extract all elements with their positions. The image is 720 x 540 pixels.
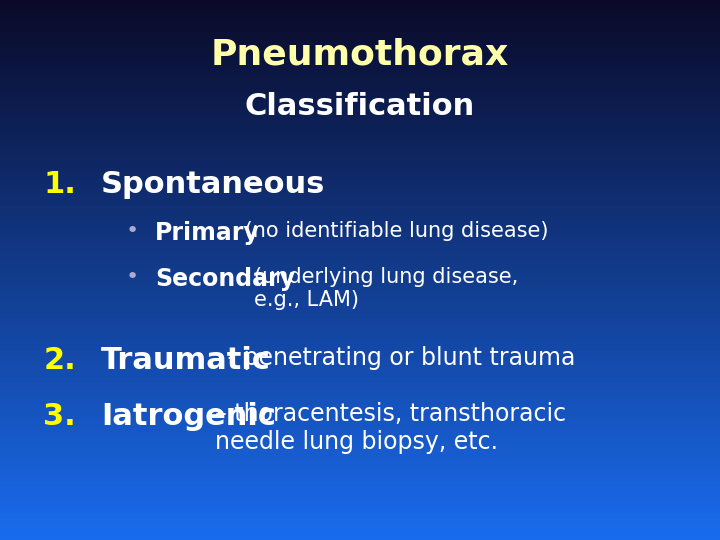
- Text: Secondary: Secondary: [155, 267, 294, 291]
- Text: 3.: 3.: [43, 402, 76, 431]
- Text: •: •: [126, 267, 139, 287]
- Text: Traumatic: Traumatic: [101, 346, 271, 375]
- Text: (no identifiable lung disease): (no identifiable lung disease): [238, 221, 548, 241]
- Text: - penetrating or blunt trauma: - penetrating or blunt trauma: [220, 346, 575, 369]
- Text: Pneumothorax: Pneumothorax: [211, 38, 509, 72]
- Text: Primary: Primary: [155, 221, 259, 245]
- Text: 2.: 2.: [43, 346, 76, 375]
- Text: 1.: 1.: [43, 170, 76, 199]
- Text: (underlying lung disease,
e.g., LAM): (underlying lung disease, e.g., LAM): [254, 267, 518, 310]
- Text: Classification: Classification: [245, 92, 475, 121]
- Text: •: •: [126, 221, 139, 241]
- Text: Iatrogenic: Iatrogenic: [101, 402, 276, 431]
- Text: – thoracentesis, transthoracic
needle lung biopsy, etc.: – thoracentesis, transthoracic needle lu…: [215, 402, 566, 454]
- Text: Spontaneous: Spontaneous: [101, 170, 325, 199]
